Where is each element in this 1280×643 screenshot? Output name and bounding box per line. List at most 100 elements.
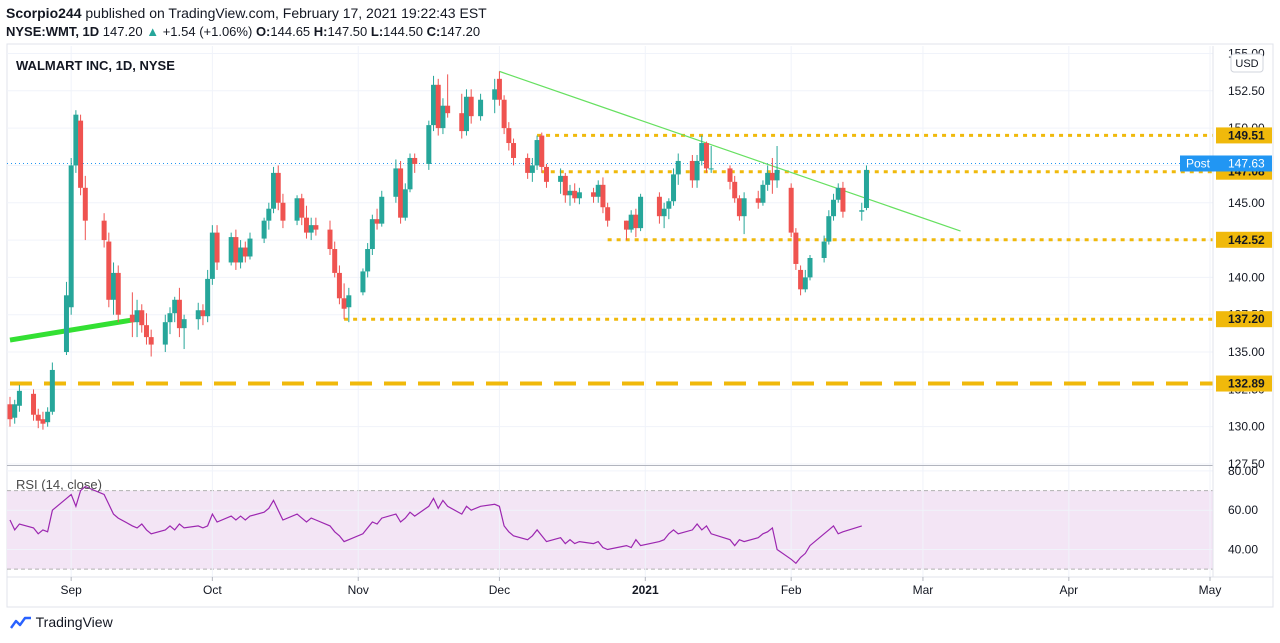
candle-body	[209, 232, 215, 279]
candle	[492, 78, 498, 114]
candle-body	[567, 190, 573, 196]
currency-box[interactable]	[1230, 53, 1264, 73]
candle	[407, 153, 413, 193]
candle	[369, 214, 375, 255]
candle-body	[708, 168, 714, 170]
candle	[859, 202, 865, 221]
candle	[628, 210, 634, 233]
candle-body	[266, 208, 272, 221]
candle-body	[595, 184, 601, 197]
candle-body	[826, 216, 832, 242]
time-tick-label: Oct	[203, 583, 222, 597]
candle	[181, 314, 187, 350]
candle-body	[591, 192, 597, 197]
time-tick-label: Apr	[1059, 583, 1078, 597]
candle	[214, 225, 220, 270]
candle-body	[511, 143, 517, 158]
candle	[732, 175, 738, 203]
rsi-label: RSI (14, close)	[16, 477, 102, 492]
candle-body	[859, 210, 865, 212]
candle-body	[863, 169, 869, 208]
footer-brand[interactable]: TradingView	[35, 614, 113, 630]
candle-body	[534, 140, 540, 166]
price-tick-label: 135.00	[1228, 345, 1265, 359]
post-price-label: 147.63	[1228, 156, 1265, 170]
candle	[299, 193, 305, 226]
candle-body	[605, 207, 611, 221]
candle-body	[275, 172, 281, 203]
high-value: 147.50	[327, 24, 368, 39]
candle-body	[332, 249, 338, 273]
candle	[78, 114, 84, 196]
candle	[365, 243, 371, 278]
chart-title: WALMART INC, 1D, NYSE	[16, 58, 175, 73]
candle-body	[562, 175, 568, 196]
candle-body	[755, 198, 761, 203]
candle	[242, 241, 248, 263]
candle	[176, 287, 182, 338]
candle	[755, 190, 761, 209]
candle-body	[360, 271, 366, 293]
candle-body	[12, 404, 18, 418]
candle-body	[741, 198, 747, 217]
candle-body	[303, 217, 309, 233]
candle	[459, 93, 465, 139]
candle-body	[506, 128, 512, 144]
symbol-label[interactable]: NYSE:WMT, 1D	[6, 24, 100, 39]
candle	[567, 184, 573, 206]
candle-body	[195, 310, 201, 320]
candle	[534, 135, 540, 170]
price-tick-label: 152.50	[1228, 84, 1265, 98]
candle	[238, 240, 244, 269]
candle	[605, 202, 611, 227]
candle-body	[426, 125, 432, 164]
candle-body	[478, 99, 484, 117]
candle-body	[628, 214, 634, 230]
rsi-band	[7, 490, 1213, 570]
candle	[595, 180, 601, 203]
candle-body	[73, 114, 79, 166]
candle-body	[459, 113, 465, 132]
open-value: 144.65	[270, 24, 311, 39]
candle	[511, 138, 517, 166]
candle-body	[840, 187, 846, 212]
post-price-tag	[1216, 155, 1272, 172]
candle-body	[45, 411, 51, 423]
candle	[774, 146, 780, 188]
candle-body	[558, 175, 564, 182]
trendline-support-uptrend	[9, 316, 138, 343]
candle-body	[148, 337, 154, 345]
candle-body	[689, 160, 695, 181]
candle	[468, 89, 474, 124]
candle	[35, 408, 41, 429]
candle-body	[35, 414, 41, 421]
candle	[271, 166, 277, 214]
candle	[591, 187, 597, 203]
candle	[280, 193, 286, 229]
candle	[675, 153, 681, 185]
candle-body	[835, 187, 841, 200]
candle	[623, 220, 629, 241]
open-label: O:	[255, 24, 271, 39]
candle-body	[496, 78, 502, 100]
candle-body	[543, 166, 549, 182]
time-tick-label: May	[1199, 583, 1222, 597]
candle	[765, 165, 771, 191]
candle	[656, 192, 662, 224]
candle-body	[638, 196, 644, 229]
candle	[209, 225, 215, 285]
candle-body	[336, 272, 342, 299]
level-price-label: 132.89	[1228, 377, 1265, 391]
candle	[31, 389, 37, 421]
candle	[807, 255, 813, 281]
candle-body	[727, 168, 733, 182]
candle	[228, 232, 234, 266]
publisher-name[interactable]: Scorpio244	[6, 5, 82, 21]
candle-body	[807, 257, 813, 278]
candle-body	[341, 298, 347, 309]
candle	[106, 232, 112, 308]
rsi-tick-label: 80.00	[1228, 464, 1258, 478]
candle-body	[774, 169, 780, 181]
candle-body	[402, 189, 408, 218]
